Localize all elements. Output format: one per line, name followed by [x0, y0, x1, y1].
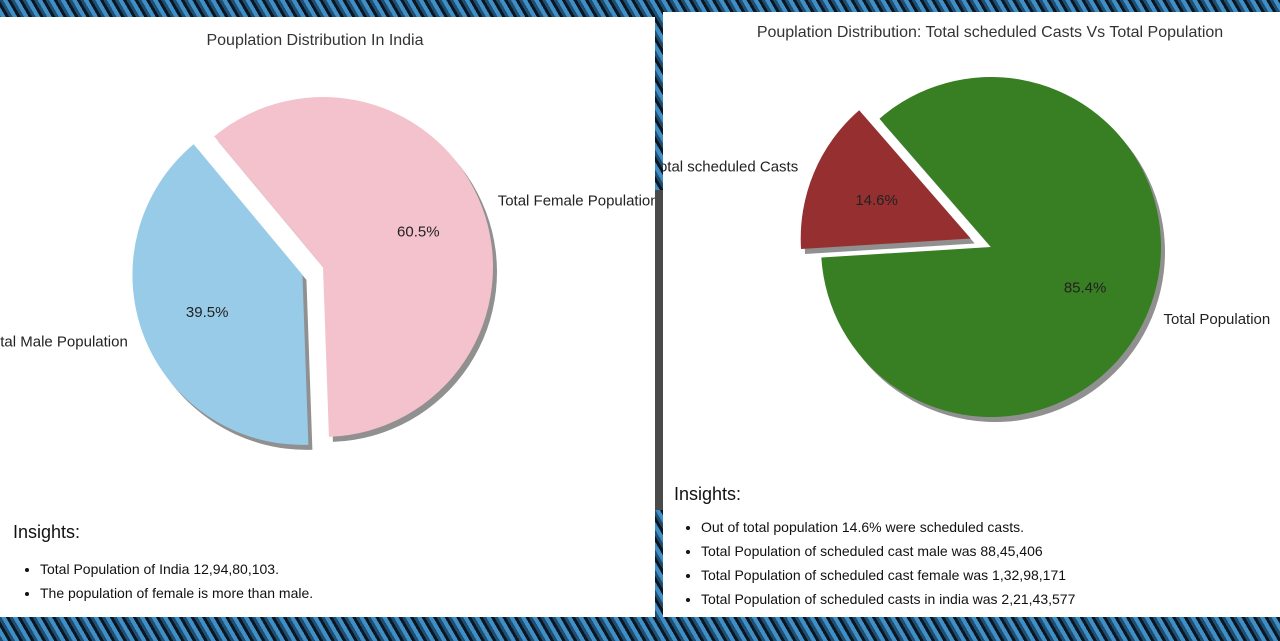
slice-category-label: Total Male Population: [0, 334, 128, 351]
insights-heading: Insights:: [674, 484, 742, 504]
right-chart-panel: Pouplation Distribution: Total scheduled…: [663, 12, 1280, 617]
insight-item: Total Population of scheduled casts in i…: [701, 587, 1280, 611]
gender-pie-chart: Pouplation Distribution In India 39.5% 60…: [0, 32, 655, 450]
slice-percent-label: 85.4%: [1064, 279, 1107, 296]
slice-percent-label: 60.5%: [397, 224, 440, 241]
insights-list: Out of total population 14.6% were sched…: [675, 515, 1280, 611]
insight-item: Total Population of scheduled cast male …: [701, 539, 1280, 563]
chart-title: Pouplation Distribution In India: [206, 32, 423, 49]
pie-slice: [821, 76, 1162, 417]
insight-item: Total Population of India 12,94,80,103.: [40, 557, 640, 581]
slice-percent-label: 14.6%: [855, 192, 898, 209]
chart-title: Pouplation Distribution: Total scheduled…: [757, 24, 1223, 41]
pie-slice: [214, 97, 493, 437]
left-chart-panel: Pouplation Distribution In India 39.5% 60…: [0, 17, 655, 617]
insights-list: Total Population of India 12,94,80,103. …: [14, 557, 640, 605]
panel-divider: [655, 190, 663, 510]
slice-category-label: Total Female Population: [498, 192, 655, 209]
insight-item: The population of female is more than ma…: [40, 581, 640, 605]
pie-slice: [132, 144, 309, 445]
slice-category-label: Total Population: [1164, 311, 1271, 328]
slice-category-label: Total scheduled Casts: [663, 158, 798, 175]
pie-slice: [800, 110, 971, 250]
insight-item: Total Population of scheduled cast femal…: [701, 563, 1280, 587]
insight-item: Out of total population 14.6% were sched…: [701, 515, 1280, 539]
insights-heading: Insights:: [13, 522, 81, 542]
caste-pie-chart: Pouplation Distribution: Total scheduled…: [663, 24, 1271, 422]
slice-percent-label: 39.5%: [186, 304, 229, 321]
